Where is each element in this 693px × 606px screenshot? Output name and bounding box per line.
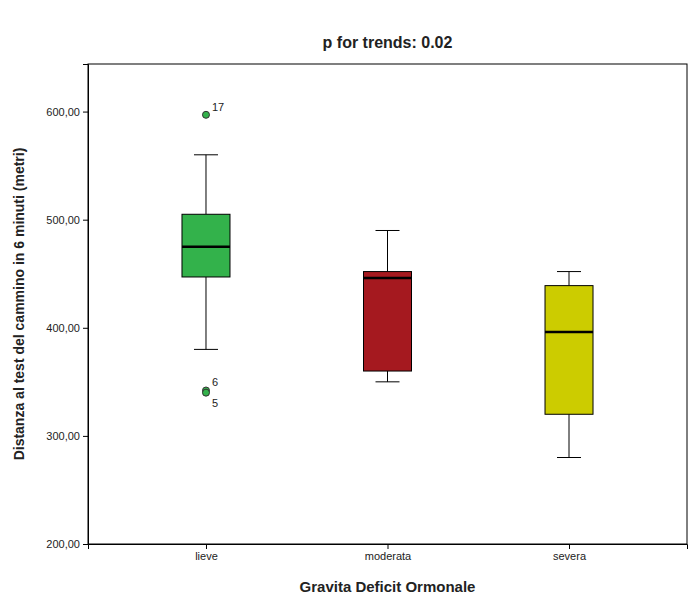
- x-axis-line: [89, 545, 688, 550]
- median: [364, 277, 412, 280]
- outlier-label: 6: [212, 376, 218, 388]
- y-tick-mark: [83, 544, 88, 545]
- median: [182, 245, 230, 248]
- y-axis-title: Distanza al test del cammino in 6 minuti…: [11, 148, 27, 461]
- box-body: [364, 272, 412, 371]
- y-tick: 400,00: [46, 322, 88, 334]
- box-body: [545, 286, 593, 415]
- y-axis-line: [83, 65, 89, 545]
- x-tick: moderata: [365, 544, 412, 562]
- x-axis: lieve moderata severa: [89, 544, 688, 562]
- plot-frame: [88, 64, 687, 544]
- y-tick-mark: [83, 328, 88, 329]
- lower-cap: [194, 349, 218, 350]
- title: p for trends: 0.02: [323, 34, 453, 51]
- box: [545, 272, 593, 458]
- y-tick: 600,00: [46, 106, 88, 118]
- y-tick-label: 300,00: [46, 430, 80, 442]
- y-tick: 500,00: [46, 214, 88, 226]
- x-tick: lieve: [195, 544, 218, 562]
- y-tick-label: 600,00: [46, 106, 80, 118]
- y-axis: 200,00 300,00 400,00 500,00 600,00: [46, 65, 88, 551]
- y-tick: 300,00: [46, 430, 88, 442]
- x-tick-label: severa: [553, 550, 587, 562]
- y-tick-label: 200,00: [46, 538, 80, 550]
- y-tick-mark: [83, 220, 88, 221]
- upper-whisker: [569, 272, 570, 286]
- box-body: [182, 214, 230, 277]
- y-tick: 200,00: [46, 538, 88, 550]
- upper-cap: [557, 271, 581, 272]
- upper-whisker: [387, 230, 388, 271]
- lower-whisker: [569, 414, 570, 457]
- x-tick: severa: [553, 544, 587, 562]
- box: [364, 230, 412, 381]
- outlier: [202, 389, 209, 396]
- x-tick-mark: [206, 544, 207, 549]
- y-tick-label: 500,00: [46, 214, 80, 226]
- upper-cap: [194, 154, 218, 155]
- outlier: [202, 111, 209, 118]
- plot-area: 200,00 300,00 400,00 500,00 600,00 lieve moder…: [46, 64, 687, 562]
- y-tick-mark: [83, 112, 88, 113]
- x-tick-mark: [569, 544, 570, 549]
- x-tick-label: moderata: [365, 550, 412, 562]
- outlier-label: 5: [212, 397, 218, 409]
- chart: 200,00 300,00 400,00 500,00 600,00 lieve moder…: [0, 0, 693, 606]
- x-tick-mark: [388, 544, 389, 549]
- x-axis-title: Gravita Deficit Ormonale: [300, 578, 476, 595]
- lower-cap: [557, 457, 581, 458]
- x-tick-label: lieve: [195, 550, 218, 562]
- outlier-labels: 1765: [212, 101, 224, 409]
- upper-cap: [376, 230, 400, 231]
- outlier-label: 17: [212, 101, 224, 113]
- lower-whisker: [387, 371, 388, 382]
- upper-whisker: [205, 155, 206, 214]
- y-tick-label: 400,00: [46, 322, 80, 334]
- y-tick-mark: [83, 436, 88, 437]
- lower-whisker: [205, 277, 206, 349]
- marks: [182, 111, 593, 457]
- median: [545, 331, 593, 334]
- box: [182, 155, 230, 350]
- lower-cap: [376, 381, 400, 382]
